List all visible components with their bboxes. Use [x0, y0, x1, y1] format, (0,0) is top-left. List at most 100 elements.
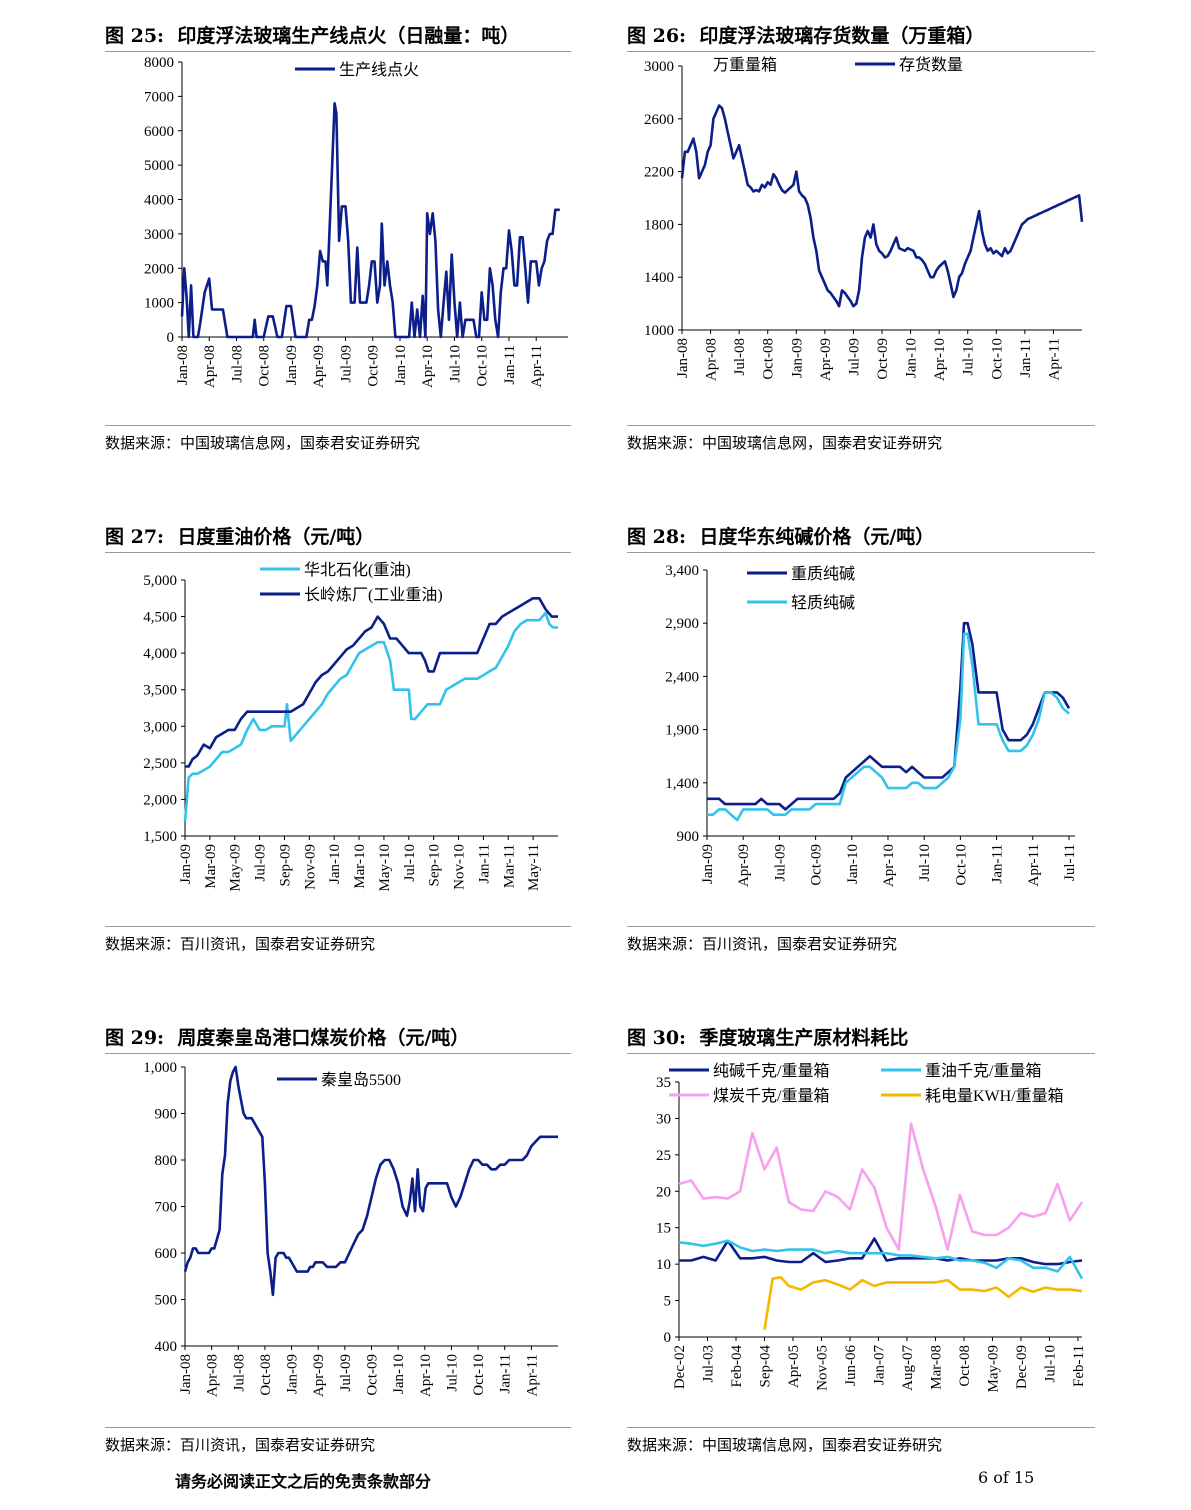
y-tick-label: 1,400 — [665, 776, 699, 792]
y-tick-label: 2200 — [644, 165, 674, 181]
x-tick-label: Apr-09 — [311, 1354, 327, 1397]
x-tick-label: Oct-08 — [257, 345, 273, 387]
y-tick-label: 500 — [155, 1293, 178, 1309]
x-tick-label: Jan-09 — [285, 1354, 301, 1394]
figure-25-panel: 图 25: 印度浮法玻璃生产线点火（日融量：吨） 8000 7000 6000 500… — [105, 25, 571, 465]
x-tick-label: Jul-03 — [700, 1345, 716, 1383]
x-tick-label: Mar-11 — [501, 844, 517, 888]
legend-label: 生产线点火 — [339, 61, 419, 79]
x-tick-label: Jan-10 — [904, 338, 920, 378]
y-tick-label: 3,000 — [143, 719, 177, 735]
y-tick-label: 1800 — [644, 217, 674, 233]
x-tick-label: Jan-11 — [1018, 338, 1034, 377]
x-tick-label: Jan-09 — [789, 338, 805, 378]
legend-label: 煤炭千克/重量箱 — [713, 1087, 829, 1105]
y-tick-label: 1,000 — [143, 1060, 177, 1076]
x-tick-label: Oct-08 — [761, 338, 777, 380]
figure-30-title: 图 30: 季度玻璃生产原材料耗比 — [627, 1027, 909, 1049]
x-tick-label: Jan-07 — [871, 1345, 887, 1385]
x-tick-label: Apr-11 — [529, 345, 545, 387]
x-tick-label: Feb-04 — [729, 1345, 745, 1388]
x-tick-label: Jan-10 — [393, 345, 409, 385]
x-tick-label: Apr-08 — [704, 338, 720, 381]
y-tick-label: 2,400 — [665, 669, 699, 685]
x-tick-label: Jan-09 — [700, 844, 716, 884]
x-tick-label: Jan-09 — [284, 345, 300, 385]
series-line-0 — [707, 621, 1071, 811]
y-tick-label: 3,500 — [143, 683, 177, 699]
x-tick-label: Dec-02 — [672, 1345, 688, 1389]
y-tick-label: 5 — [664, 1294, 672, 1310]
legend-label: 耗电量KWH/重量箱 — [925, 1087, 1064, 1105]
y-tick-label: 2,000 — [143, 792, 177, 808]
series-line-1 — [707, 632, 1070, 822]
x-tick-label: Jan-11 — [502, 345, 518, 384]
y-tick-label: 2000 — [144, 261, 174, 277]
x-tick-label: Oct-08 — [957, 1345, 973, 1387]
figure-26-source: 数据来源：中国玻璃信息网，国泰君安证券研究 — [627, 434, 943, 452]
x-tick-label: Jan-08 — [175, 345, 191, 385]
x-tick-label: May-10 — [377, 844, 393, 892]
x-tick-label: Apr-11 — [524, 1354, 540, 1396]
x-tick-label: Jun-06 — [843, 1345, 859, 1386]
legend-label: 纯碱千克/重量箱 — [713, 1062, 829, 1080]
x-tick-label: Oct-09 — [365, 1354, 381, 1396]
legend-label: 存货数量 — [899, 56, 963, 74]
y-tick-label: 3,400 — [665, 563, 699, 579]
legend-label: 重油千克/重量箱 — [925, 1062, 1041, 1080]
x-tick-label: Oct-09 — [809, 844, 825, 886]
figure-26-title: 图 26: 印度浮法玻璃存货数量（万重箱） — [627, 25, 985, 47]
x-tick-label: Oct-10 — [953, 844, 969, 886]
x-tick-label: Aug-07 — [900, 1345, 916, 1391]
y-tick-label: 10 — [656, 1257, 671, 1273]
y-tick-label: 1400 — [644, 270, 674, 286]
y-tick-label: 1,500 — [143, 829, 177, 845]
y-tick-label: 900 — [155, 1107, 178, 1123]
x-tick-label: Jul-10 — [447, 345, 463, 383]
x-tick-label: Sep-10 — [427, 844, 443, 887]
y-unit-label: 万重量箱 — [713, 56, 777, 74]
x-tick-label: Jul-09 — [338, 1354, 354, 1392]
x-tick-label: Feb-11 — [1071, 1345, 1087, 1387]
x-tick-label: Nov-09 — [302, 844, 318, 890]
y-tick-label: 4000 — [144, 193, 174, 209]
series-line-0 — [183, 1065, 558, 1297]
y-tick-label: 7000 — [144, 89, 174, 105]
y-tick-label: 2,900 — [665, 616, 699, 632]
x-tick-label: Jul-08 — [229, 345, 245, 383]
series-line-0 — [680, 104, 1084, 308]
y-tick-label: 3000 — [144, 227, 174, 243]
y-tick-label: 1000 — [644, 323, 674, 339]
y-tick-label: 1,900 — [665, 723, 699, 739]
x-tick-label: Sep-09 — [277, 844, 293, 887]
x-tick-label: Jul-09 — [338, 345, 354, 383]
x-tick-label: Apr-10 — [420, 345, 436, 388]
x-tick-label: Jan-09 — [178, 844, 194, 884]
x-tick-label: Oct-10 — [471, 1354, 487, 1396]
y-tick-label: 30 — [656, 1111, 671, 1127]
series-line-1 — [185, 596, 558, 768]
x-tick-label: Jan-10 — [845, 844, 861, 884]
figure-29-source: 数据来源：百川资讯，国泰君安证券研究 — [105, 1436, 376, 1454]
x-tick-label: May-09 — [228, 844, 244, 892]
figure-28-source: 数据来源：百川资讯，国泰君安证券研究 — [627, 935, 898, 953]
x-tick-label: Apr-09 — [736, 844, 752, 887]
x-tick-label: Oct-09 — [875, 338, 891, 380]
x-tick-label: Apr-05 — [786, 1345, 802, 1388]
figure-29-panel: 图 29: 周度秦皇岛港口煤炭价格（元/吨） 1,000 900 800 700 600… — [105, 1027, 571, 1467]
x-tick-label: Jul-08 — [231, 1354, 247, 1392]
x-tick-label: Apr-09 — [818, 338, 834, 381]
y-tick-label: 3000 — [644, 59, 674, 75]
y-tick-label: 8000 — [144, 55, 174, 71]
x-tick-label: Oct-10 — [989, 338, 1005, 380]
y-tick-label: 1000 — [144, 296, 174, 312]
legend-label: 重质纯碱 — [791, 565, 855, 583]
x-tick-label: Jan-10 — [327, 844, 343, 884]
y-tick-label: 15 — [656, 1221, 671, 1237]
x-tick-label: Jul-09 — [253, 844, 269, 882]
x-tick-label: Jan-11 — [990, 844, 1006, 883]
x-tick-label: Apr-10 — [418, 1354, 434, 1397]
y-tick-label: 0 — [167, 330, 175, 346]
y-tick-label: 35 — [656, 1075, 671, 1091]
